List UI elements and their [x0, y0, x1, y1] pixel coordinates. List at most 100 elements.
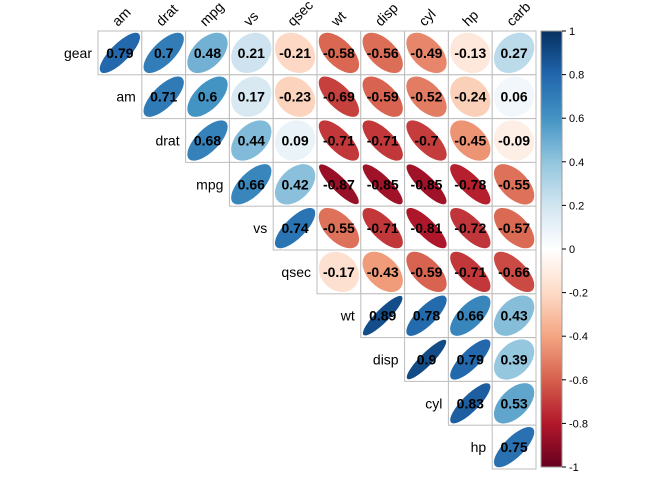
correlation-value: -0.78: [454, 176, 486, 192]
correlation-cell: -0.09: [491, 118, 537, 163]
column-label-hp: hp: [459, 7, 481, 29]
correlation-value: 0.53: [500, 395, 527, 411]
correlation-cell: 0.27: [491, 30, 537, 76]
colorbar-tick-label: 0.4: [569, 157, 584, 169]
correlation-value: 0.43: [500, 308, 527, 324]
column-label-mpg: mpg: [196, 0, 227, 29]
correlation-value: -0.57: [498, 220, 530, 236]
correlation-ellipse: [318, 251, 360, 293]
row-label-mpg: mpg: [196, 176, 223, 192]
column-labels: am drat mpg vs qsec wt disp cyl hp carb: [109, 0, 534, 30]
correlation-ellipse: [231, 32, 272, 74]
correlation-cell: -0.59: [360, 74, 406, 120]
correlation-cell: 0.39: [491, 337, 537, 382]
correlation-cell: 0.66: [228, 161, 274, 207]
correlation-ellipse: [231, 164, 272, 205]
correlation-value: 0.74: [281, 220, 308, 236]
colorbar-gradient: [540, 30, 563, 468]
correlation-value: -0.21: [279, 45, 311, 61]
correlation-value: 0.66: [238, 176, 265, 192]
correlation-value: -0.59: [411, 264, 443, 280]
colorbar-tick-label: 1: [569, 26, 575, 38]
correlation-cell: 0.79: [97, 30, 143, 76]
correlation-value: -0.24: [454, 89, 486, 105]
correlation-ellipse: [406, 76, 447, 117]
correlation-cell: -0.52: [404, 74, 449, 120]
correlation-cell: 0.66: [447, 293, 493, 339]
correlation-cell: 0.71: [141, 74, 187, 120]
column-label-disp: disp: [372, 0, 402, 29]
correlation-value: -0.7: [414, 133, 438, 149]
correlation-value: -0.71: [367, 133, 399, 149]
correlation-cell: -0.71: [316, 118, 362, 163]
correlation-value: 0.66: [457, 308, 484, 324]
correlation-ellipse: [406, 339, 447, 380]
correlation-value: -0.66: [498, 264, 530, 280]
column-label-vs: vs: [240, 8, 261, 29]
correlation-value: 0.09: [281, 133, 308, 149]
correlation-value: 0.21: [238, 45, 265, 61]
correlation-ellipse: [493, 32, 535, 74]
correlation-value: 0.79: [106, 45, 133, 61]
correlation-cell: -0.71: [360, 205, 406, 251]
correlation-value: 0.71: [150, 89, 177, 105]
correlation-cell: -0.55: [316, 205, 362, 251]
correlation-ellipse: [187, 76, 228, 117]
correlation-cell: -0.72: [447, 205, 493, 251]
correlation-ellipse: [406, 207, 447, 249]
correlation-cell: -0.85: [360, 161, 406, 207]
correlation-value: -0.71: [323, 133, 355, 149]
correlation-cell: 0.89: [360, 293, 406, 339]
correlation-cell: -0.78: [447, 161, 493, 207]
correlation-cell: -0.21: [272, 30, 318, 76]
row-labels: gear am drat mpg vs qsec wt disp cyl hp: [64, 45, 486, 455]
correlation-value: 0.39: [500, 352, 527, 368]
correlation-ellipse: [318, 32, 360, 74]
row-label-hp: hp: [471, 439, 487, 455]
row-label-am: am: [116, 89, 135, 105]
correlation-value: -0.45: [454, 133, 486, 149]
column-label-wt: wt: [327, 8, 349, 30]
correlation-ellipse: [493, 383, 535, 424]
correlation-value: 0.9: [417, 352, 437, 368]
correlation-ellipse: [493, 339, 535, 380]
correlation-cell: -0.66: [491, 249, 537, 295]
row-label-drat: drat: [155, 133, 179, 149]
correlation-cell: 0.09: [272, 118, 318, 163]
correlation-cell: 0.42: [272, 161, 318, 207]
correlation-cell: -0.57: [491, 205, 537, 251]
colorbar-tick-label: 0.6: [569, 113, 584, 125]
correlation-ellipse: [493, 164, 535, 205]
correlation-cell: -0.71: [360, 118, 406, 163]
correlation-ellipse: [450, 251, 491, 293]
colorbar-tick-label: -0.2: [569, 288, 588, 300]
correlation-ellipse: [406, 120, 447, 161]
correlation-value: -0.43: [367, 264, 399, 280]
correlation-cell: -0.71: [447, 249, 493, 295]
colorbar-tick-label: -0.8: [569, 418, 588, 430]
correlation-value: -0.55: [498, 176, 530, 192]
correlation-value: 0.06: [500, 89, 527, 105]
correlation-cell: 0.74: [272, 205, 318, 251]
correlation-ellipse: [231, 76, 272, 117]
column-label-cyl: cyl: [415, 6, 438, 29]
correlation-ellipse: [187, 32, 228, 74]
correlation-ellipse: [143, 76, 184, 117]
correlation-ellipse: [274, 207, 316, 249]
correlation-ellipse: [493, 120, 535, 161]
correlation-cell: -0.45: [447, 118, 493, 163]
correlation-ellipse: [319, 164, 359, 205]
correlation-value: 0.17: [238, 89, 265, 105]
correlation-ellipse: [450, 32, 491, 74]
correlation-ellipse: [450, 120, 491, 161]
correlation-cell: -0.7: [404, 118, 449, 163]
correlation-ellipse: [274, 76, 316, 117]
correlation-cell: 0.48: [185, 30, 230, 76]
correlation-cell: -0.56: [360, 30, 406, 76]
matrix-cells: 0.79 0.7 0.48 0.21 -0.21 -0.58 -0.56 -0.49 -0.13…: [97, 30, 537, 470]
correlation-cell: -0.55: [491, 161, 537, 207]
correlation-ellipse: [450, 339, 491, 380]
correlation-cell: -0.23: [272, 74, 318, 120]
correlation-ellipse: [143, 32, 184, 74]
colorbar-tick-label: -0.4: [569, 331, 588, 343]
